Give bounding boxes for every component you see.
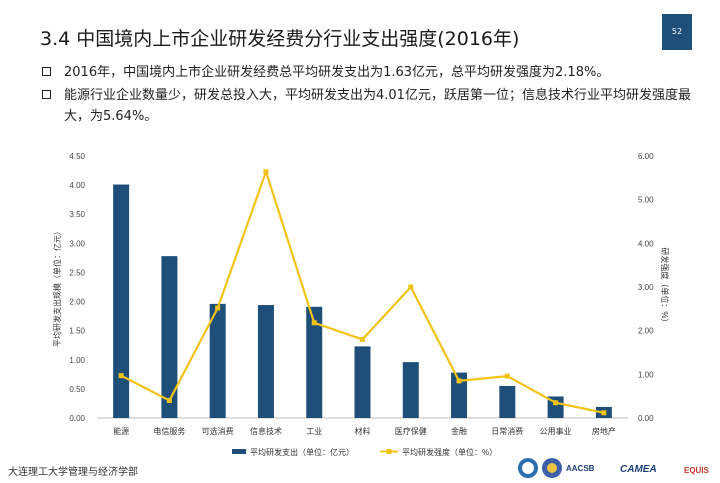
y-tick-label: 0.50 xyxy=(69,385,85,394)
y2-tick-label: 5.00 xyxy=(638,196,654,205)
bar-0 xyxy=(113,184,130,418)
x-tick-label: 电信服务 xyxy=(153,426,185,436)
accreditation-logos: AACSB CAMEA EQUIS xyxy=(518,458,710,478)
x-tick-label: 公用事业 xyxy=(540,426,572,436)
x-tick-label: 房地产 xyxy=(592,426,616,436)
legend-label-line: 平均研发强度（单位：%） xyxy=(402,447,497,457)
y2-tick-label: 3.00 xyxy=(638,283,654,292)
bar-6 xyxy=(402,362,419,418)
y-tick-label: 2.00 xyxy=(69,298,85,307)
camea-logo: CAMEA xyxy=(620,464,657,475)
bar-8 xyxy=(499,385,516,418)
x-tick-label: 可选消费 xyxy=(202,426,234,436)
line-point-3 xyxy=(263,169,269,175)
x-tick-label: 工业 xyxy=(306,426,322,436)
legend-label-bar: 平均研发支出（单位：亿元） xyxy=(250,447,354,457)
bar-4 xyxy=(306,306,323,418)
y2-tick-label: 6.00 xyxy=(638,152,654,161)
legend-swatch-bar xyxy=(232,449,246,454)
equis-logo: EQUIS xyxy=(684,466,710,475)
footer-institution: 大连理工大学管理与经济学部 xyxy=(8,467,138,478)
y-axis-title: 平均研发支出规模（单位：亿元） xyxy=(52,227,62,347)
y-tick-label: 3.50 xyxy=(69,210,85,219)
bullet-list: 2016年，中国境内上市企业研发经费总平均研发支出为1.63亿元，总平均研发强度… xyxy=(42,62,692,129)
line-point-2 xyxy=(215,305,221,311)
y-tick-label: 1.00 xyxy=(69,356,85,365)
x-tick-label: 能源 xyxy=(113,426,129,436)
line-point-10 xyxy=(601,410,607,416)
y-tick-label: 0.00 xyxy=(69,414,85,423)
y-tick-label: 4.00 xyxy=(69,181,85,190)
bar-5 xyxy=(354,346,371,418)
checkbox-bullet-icon xyxy=(42,67,51,76)
line-point-9 xyxy=(553,400,559,406)
x-tick-label: 信息技术 xyxy=(250,426,282,436)
rd-expenditure-chart: 0.00 0.50 1.00 1.50 2.00 2.50 3.00 3.50 4.00 4.50… xyxy=(52,152,670,457)
bar-3 xyxy=(257,305,274,418)
bar-7 xyxy=(451,372,468,418)
page-title: 3.4 中国境内上市企业研发经费分行业支出强度(2016年) xyxy=(40,28,520,50)
y-tick-label: 2.50 xyxy=(69,268,85,277)
aacsb-logo: AACSB xyxy=(566,464,595,473)
y2-tick-label: 2.00 xyxy=(638,327,654,336)
bullet-item: 能源行业企业数量少，研发总投入大，平均研发支出为4.01亿元，跃居第一位；信息技… xyxy=(42,85,692,127)
bar-9 xyxy=(547,396,564,418)
x-tick-label: 金融 xyxy=(451,426,467,436)
university-seal-icon-inner xyxy=(522,462,534,474)
line-point-1 xyxy=(166,398,172,404)
legend-marker-line xyxy=(386,449,392,454)
y-tick-label: 1.50 xyxy=(69,327,85,336)
bar-1 xyxy=(161,256,178,418)
line-point-0 xyxy=(118,373,124,379)
x-tick-label: 材料 xyxy=(355,426,371,436)
x-tick-label: 日常消费 xyxy=(491,426,523,436)
page-number-badge: 52 xyxy=(662,14,692,50)
x-tick-label: 医疗保健 xyxy=(395,426,427,436)
bullet-item: 2016年，中国境内上市企业研发经费总平均研发支出为1.63亿元，总平均研发强度… xyxy=(42,62,692,83)
bullet-text: 能源行业企业数量少，研发总投入大，平均研发支出为4.01亿元，跃居第一位；信息技… xyxy=(64,88,691,124)
bar-2 xyxy=(209,303,226,418)
checkbox-bullet-icon xyxy=(42,90,51,99)
line-point-6 xyxy=(408,284,414,290)
y2-tick-label: 0.00 xyxy=(638,414,654,423)
line-point-7 xyxy=(456,378,462,384)
y2-tick-label: 1.00 xyxy=(638,370,654,379)
line-point-4 xyxy=(311,320,317,326)
y-tick-label: 4.50 xyxy=(69,152,85,161)
bullet-text: 2016年，中国境内上市企业研发经费总平均研发支出为1.63亿元，总平均研发强度… xyxy=(64,65,610,80)
y-tick-label: 3.00 xyxy=(69,239,85,248)
y2-axis-title: 研发强度（单位：%） xyxy=(660,247,670,326)
line-point-5 xyxy=(360,336,365,342)
y2-tick-label: 4.00 xyxy=(638,239,654,248)
line-point-8 xyxy=(504,373,510,379)
school-emblem-icon-inner xyxy=(547,463,557,473)
